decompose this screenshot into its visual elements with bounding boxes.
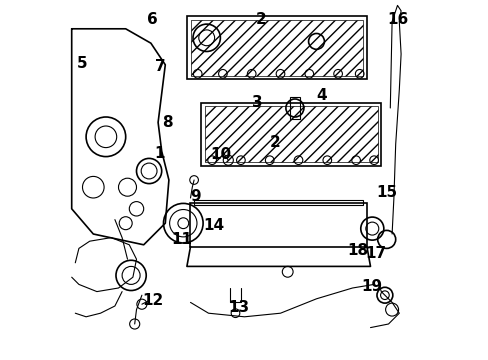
- Bar: [190, 203, 366, 247]
- Bar: [204, 106, 377, 162]
- Text: 7: 7: [154, 59, 165, 74]
- Text: 17: 17: [365, 246, 386, 261]
- Text: 14: 14: [203, 217, 224, 233]
- Text: 13: 13: [228, 300, 249, 315]
- Text: 15: 15: [375, 185, 396, 200]
- Text: 1: 1: [154, 145, 165, 161]
- Text: 3: 3: [251, 95, 262, 110]
- Text: 16: 16: [386, 12, 407, 27]
- Bar: [190, 20, 363, 76]
- Text: 2: 2: [255, 12, 265, 27]
- Text: 12: 12: [142, 293, 163, 308]
- Bar: [201, 103, 381, 166]
- Text: 5: 5: [76, 55, 87, 71]
- Bar: [194, 200, 363, 205]
- Text: 9: 9: [190, 189, 201, 204]
- Text: 2: 2: [269, 135, 280, 150]
- Text: 11: 11: [171, 232, 192, 247]
- Text: 19: 19: [361, 279, 382, 294]
- Text: 4: 4: [316, 88, 326, 103]
- Bar: [186, 16, 366, 79]
- Text: 6: 6: [147, 12, 158, 27]
- Text: 18: 18: [346, 243, 368, 258]
- Bar: [289, 97, 300, 119]
- Text: 8: 8: [162, 115, 172, 130]
- Text: 10: 10: [210, 147, 231, 162]
